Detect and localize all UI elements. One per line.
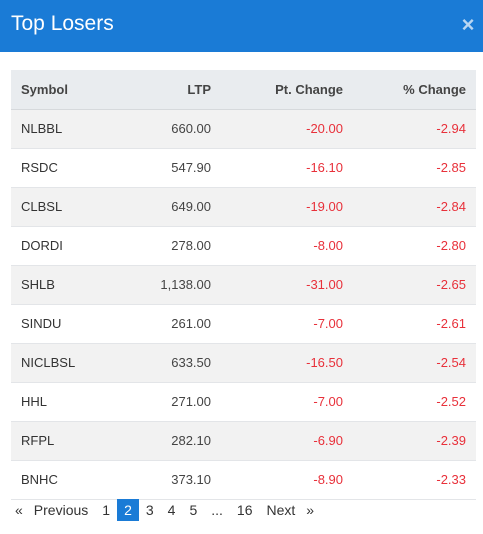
column-header-pt-change[interactable]: Pt. Change — [221, 70, 353, 110]
ltp-cell: 271.00 — [171, 394, 211, 409]
top-losers-table-container: Symbol LTP Pt. Change % Change NLBBL 660… — [11, 70, 476, 500]
table-row[interactable]: HHL 271.00 -7.00 -2.52 — [11, 382, 476, 421]
pct-change-cell: -2.80 — [436, 238, 466, 253]
symbol-cell[interactable]: SINDU — [21, 316, 62, 331]
page-button-16[interactable]: 16 — [236, 502, 253, 518]
next-arrow-icon[interactable]: » — [306, 502, 315, 518]
next-page-button[interactable]: Next — [266, 502, 296, 518]
modal-header: Top Losers × — [0, 0, 483, 52]
pt-change-cell: -16.50 — [306, 355, 343, 370]
pct-change-cell: -2.94 — [436, 121, 466, 136]
table-row[interactable]: SHLB 1,138.00 -31.00 -2.65 — [11, 265, 476, 304]
column-header-symbol[interactable]: Symbol — [11, 70, 121, 110]
table-row[interactable]: BNHC 373.10 -8.90 -2.33 — [11, 460, 476, 499]
ltp-cell: 633.50 — [171, 355, 211, 370]
page-button-4[interactable]: 4 — [167, 502, 176, 518]
pt-change-cell: -7.00 — [313, 316, 343, 331]
symbol-cell[interactable]: BNHC — [21, 472, 58, 487]
top-losers-table: Symbol LTP Pt. Change % Change NLBBL 660… — [11, 70, 476, 500]
pt-change-cell: -31.00 — [306, 277, 343, 292]
pct-change-cell: -2.39 — [436, 433, 466, 448]
pagination-ellipsis: ... — [211, 502, 223, 518]
column-header-pct-change[interactable]: % Change — [353, 70, 476, 110]
ltp-cell: 660.00 — [171, 121, 211, 136]
pt-change-cell: -16.10 — [306, 160, 343, 175]
symbol-cell[interactable]: NLBBL — [21, 121, 63, 136]
column-header-ltp[interactable]: LTP — [121, 70, 221, 110]
ltp-cell: 1,138.00 — [160, 277, 211, 292]
table-row[interactable]: CLBSL 649.00 -19.00 -2.84 — [11, 187, 476, 226]
pt-change-cell: -7.00 — [313, 394, 343, 409]
modal-title: Top Losers — [11, 12, 114, 35]
symbol-cell[interactable]: CLBSL — [21, 199, 63, 214]
previous-page-button[interactable]: Previous — [33, 502, 89, 518]
ltp-cell: 278.00 — [171, 238, 211, 253]
symbol-cell[interactable]: RSDC — [21, 160, 58, 175]
pt-change-cell: -20.00 — [306, 121, 343, 136]
page-button-3[interactable]: 3 — [145, 502, 154, 518]
symbol-cell[interactable]: NICLBSL — [21, 355, 76, 370]
page-button-1[interactable]: 1 — [102, 502, 111, 518]
table-row[interactable]: NLBBL 660.00 -20.00 -2.94 — [11, 109, 476, 148]
ltp-cell: 373.10 — [171, 472, 211, 487]
table-row[interactable]: RSDC 547.90 -16.10 -2.85 — [11, 148, 476, 187]
table-header-row: Symbol LTP Pt. Change % Change — [11, 70, 476, 110]
table-row[interactable]: SINDU 261.00 -7.00 -2.61 — [11, 304, 476, 343]
table-row[interactable]: DORDI 278.00 -8.00 -2.80 — [11, 226, 476, 265]
pct-change-cell: -2.52 — [436, 394, 466, 409]
pt-change-cell: -8.00 — [313, 238, 343, 253]
page-button-5[interactable]: 5 — [189, 502, 198, 518]
close-icon[interactable]: × — [461, 12, 475, 37]
table-row[interactable]: NICLBSL 633.50 -16.50 -2.54 — [11, 343, 476, 382]
ltp-cell: 547.90 — [171, 160, 211, 175]
pct-change-cell: -2.85 — [436, 160, 466, 175]
pt-change-cell: -6.90 — [313, 433, 343, 448]
ltp-cell: 649.00 — [171, 199, 211, 214]
page-button-2[interactable]: 2 — [117, 499, 139, 521]
symbol-cell[interactable]: DORDI — [21, 238, 63, 253]
pt-change-cell: -19.00 — [306, 199, 343, 214]
pct-change-cell: -2.33 — [436, 472, 466, 487]
table-body: NLBBL 660.00 -20.00 -2.94 RSDC 547.90 -1… — [11, 109, 476, 499]
ltp-cell: 261.00 — [171, 316, 211, 331]
pct-change-cell: -2.65 — [436, 277, 466, 292]
pct-change-cell: -2.54 — [436, 355, 466, 370]
pt-change-cell: -8.90 — [313, 472, 343, 487]
symbol-cell[interactable]: RFPL — [21, 433, 55, 448]
symbol-cell[interactable]: HHL — [21, 394, 48, 409]
pct-change-cell: -2.84 — [436, 199, 466, 214]
pagination: « Previous 1 2 3 4 5 ... 16 Next » — [11, 498, 318, 522]
symbol-cell[interactable]: SHLB — [21, 277, 55, 292]
previous-arrow-icon[interactable]: « — [15, 502, 23, 518]
ltp-cell: 282.10 — [171, 433, 211, 448]
table-row[interactable]: RFPL 282.10 -6.90 -2.39 — [11, 421, 476, 460]
pct-change-cell: -2.61 — [436, 316, 466, 331]
